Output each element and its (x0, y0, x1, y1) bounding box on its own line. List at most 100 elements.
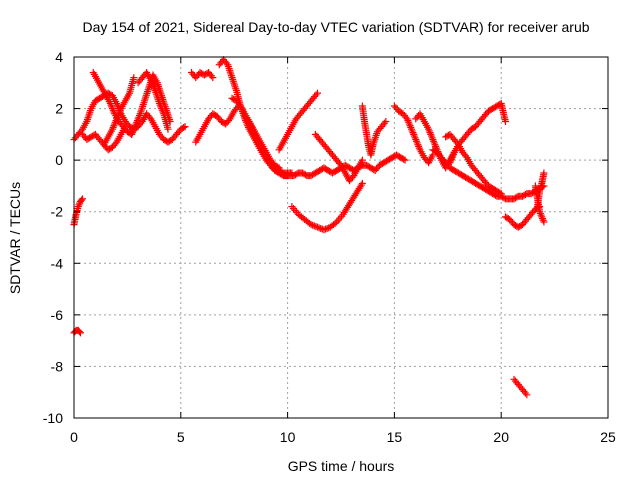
data-point (108, 125, 116, 133)
data-point (222, 59, 230, 67)
data-point (497, 190, 505, 198)
y-tick-label: -4 (51, 255, 64, 271)
data-point (132, 120, 140, 128)
data-point (147, 76, 155, 84)
data-point (428, 134, 436, 142)
data-point (113, 115, 121, 123)
data-point (408, 127, 416, 135)
data-point (540, 218, 548, 226)
data-point (309, 221, 317, 229)
data-point (148, 80, 156, 88)
data-point (113, 99, 121, 107)
data-point (155, 99, 163, 107)
data-point (77, 127, 85, 135)
data-point (312, 223, 320, 231)
data-point (462, 152, 470, 160)
data-point (380, 119, 388, 127)
data-point (109, 123, 117, 131)
y-tick-label: -8 (51, 358, 64, 374)
data-point (413, 139, 421, 147)
x-tick-label: 0 (70, 429, 78, 445)
data-point (314, 223, 322, 231)
y-tick-label: 0 (55, 152, 63, 168)
data-point (150, 83, 158, 91)
data-point (130, 74, 138, 82)
data-point (357, 181, 365, 189)
data-point (108, 105, 116, 113)
data-point (136, 111, 144, 119)
data-point (315, 224, 323, 232)
data-point (430, 139, 438, 147)
x-tick-label: 20 (493, 429, 509, 445)
data-point (425, 125, 433, 133)
data-point (181, 123, 189, 131)
data-point (400, 155, 408, 163)
data-point (431, 141, 439, 149)
data-point (137, 119, 145, 127)
data-point (537, 211, 545, 219)
y-tick-label: -6 (51, 307, 64, 323)
data-point (128, 130, 136, 138)
data-points (70, 56, 548, 399)
data-point (106, 99, 114, 107)
data-point (121, 123, 129, 131)
data-point (412, 137, 420, 145)
data-point (427, 132, 435, 140)
data-point (536, 208, 544, 216)
data-point (501, 117, 509, 125)
data-point (134, 115, 142, 123)
y-axis-title: SDTVAR / TECUs (7, 182, 23, 294)
data-point (207, 72, 215, 80)
data-point (453, 139, 461, 147)
data-point (348, 173, 356, 181)
data-point (322, 225, 330, 233)
data-point (111, 140, 119, 148)
data-point (409, 129, 417, 137)
data-point (131, 122, 139, 130)
data-point (158, 106, 166, 114)
data-point (358, 179, 366, 187)
data-point (336, 160, 344, 168)
x-tick-label: 25 (600, 429, 616, 445)
data-point (115, 110, 123, 118)
x-axis-title: GPS time / hours (288, 458, 395, 474)
data-point (129, 127, 137, 135)
data-point (405, 120, 413, 128)
data-point (312, 91, 320, 99)
data-point (310, 222, 318, 230)
y-tick-label: -10 (43, 410, 63, 426)
data-point (410, 130, 418, 138)
data-point (112, 117, 120, 125)
data-point (77, 196, 85, 204)
data-point (320, 226, 328, 234)
data-point (108, 103, 116, 111)
data-point (412, 136, 420, 144)
data-point (538, 215, 546, 223)
data-point (429, 136, 437, 144)
data-point (496, 189, 504, 197)
x-tick-label: 10 (280, 429, 296, 445)
data-point (415, 144, 423, 152)
data-point (427, 130, 435, 138)
data-point (164, 125, 172, 133)
data-point (114, 111, 122, 119)
data-point (74, 203, 82, 211)
data-point (180, 123, 188, 131)
ticks: 0 5 10 15 20 25 -10 -8 -6 -4 -2 0 2 4 (43, 49, 616, 445)
data-point (209, 74, 217, 82)
data-point (317, 224, 325, 232)
data-point (111, 118, 119, 126)
data-point (411, 134, 419, 142)
data-point (131, 123, 139, 131)
data-point (75, 201, 83, 209)
data-point (425, 127, 433, 135)
data-point (406, 122, 414, 130)
data-point (415, 142, 423, 150)
data-point (407, 123, 415, 131)
data-point (404, 117, 412, 125)
data-point (536, 209, 544, 217)
data-point (410, 132, 418, 140)
data-point (130, 125, 138, 133)
data-point (401, 156, 409, 164)
